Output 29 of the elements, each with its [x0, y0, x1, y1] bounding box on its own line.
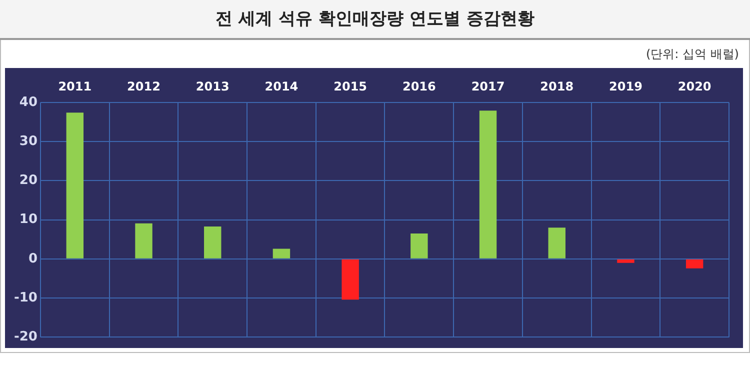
bar: [342, 259, 359, 300]
x-tick-label: 2017: [471, 79, 505, 94]
x-tick-label: 2012: [127, 79, 160, 94]
bar: [617, 259, 634, 263]
x-tick-label: 2014: [264, 79, 298, 94]
bar: [479, 110, 497, 258]
chart-subtitle: (단위: 십억 배럴): [646, 46, 739, 63]
x-tick-label: 2011: [58, 79, 92, 94]
y-tick-label: -20: [14, 330, 38, 345]
y-tick-label: 40: [19, 94, 38, 110]
chart-title: 전 세계 석유 확인매장량 연도별 증감현황: [0, 0, 750, 40]
bar: [272, 248, 290, 258]
bar: [686, 259, 704, 268]
x-tick-label: 2016: [402, 79, 436, 94]
bar: [410, 233, 428, 258]
x-tick-label: 2020: [678, 79, 712, 94]
x-tick-label: 2013: [196, 79, 230, 94]
y-tick-label: -10: [14, 290, 38, 306]
x-tick-label: 2019: [609, 79, 642, 94]
bar: [66, 112, 84, 258]
bar: [135, 223, 152, 258]
y-tick-label: 0: [28, 251, 38, 266]
bar: [204, 226, 222, 258]
y-tick-label: 20: [19, 173, 38, 188]
x-tick-label: 2018: [540, 79, 574, 94]
y-tick-label: 30: [19, 134, 38, 149]
y-tick-label: 10: [19, 212, 38, 228]
bar: [548, 228, 566, 258]
x-tick-label: 2015: [334, 79, 368, 94]
